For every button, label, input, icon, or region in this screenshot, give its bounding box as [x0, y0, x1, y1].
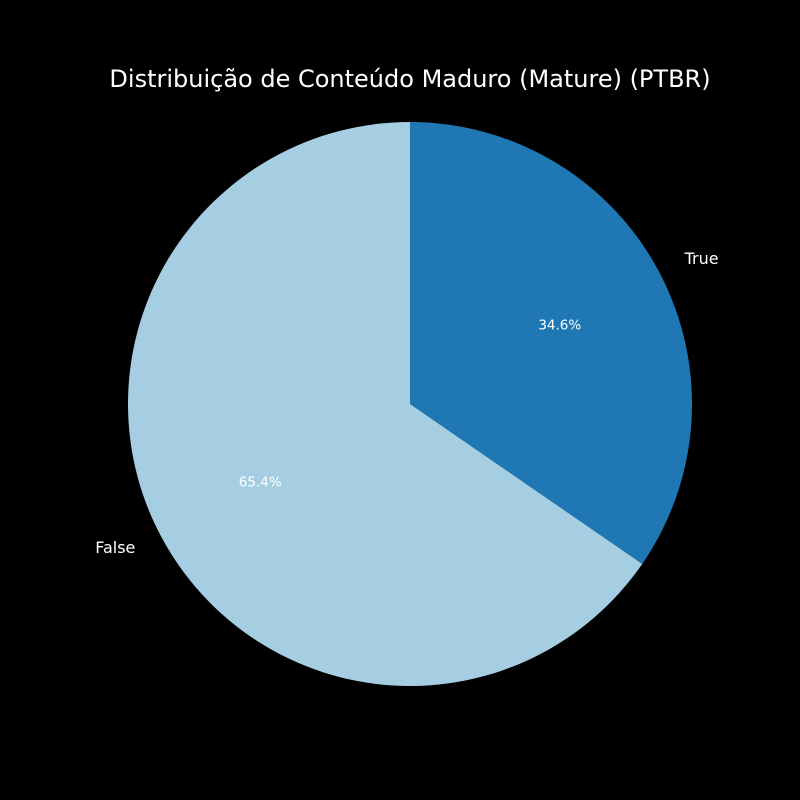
chart-title: Distribuição de Conteúdo Maduro (Mature)…: [109, 65, 710, 93]
slice-percent-false: 65.4%: [239, 475, 282, 491]
pie-labels: True 34.6% False 65.4%: [95, 249, 718, 557]
pie-slice-true: [410, 122, 693, 564]
pie-slice-false: [128, 122, 643, 686]
slice-label-false: False: [95, 538, 135, 557]
slice-percent-true: 34.6%: [538, 317, 581, 333]
pie-slices: [128, 122, 693, 686]
slice-label-true: True: [684, 249, 719, 268]
